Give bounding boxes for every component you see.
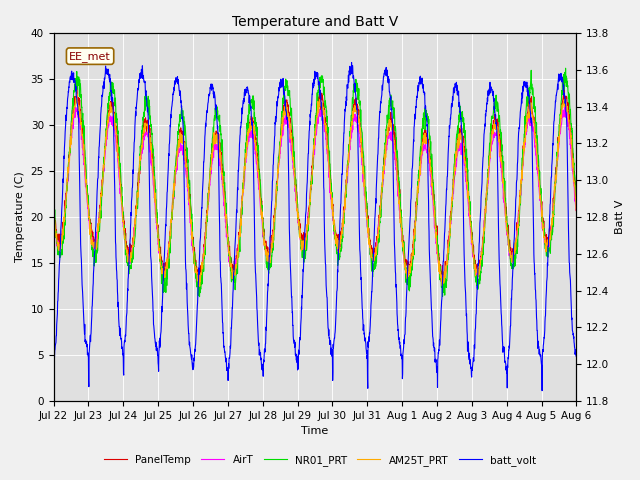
NR01_PRT (467, 224, 474, 229)
NR01_PRT (330, 218, 338, 224)
Y-axis label: Temperature (C): Temperature (C) (15, 171, 25, 262)
AirT (341, 194, 349, 200)
NR01_PRT (562, 65, 570, 71)
PanelTemp (195, 280, 203, 286)
AirT (467, 229, 474, 235)
Y-axis label: Batt V: Batt V (615, 200, 625, 234)
Line: batt_volt: batt_volt (54, 62, 576, 391)
PanelTemp (572, 203, 580, 208)
PanelTemp (342, 189, 349, 195)
NR01_PRT (526, 83, 534, 89)
PanelTemp (541, 231, 549, 237)
batt_volt (330, 341, 337, 347)
AM25T_PRT (541, 240, 549, 245)
AirT (561, 104, 569, 109)
PanelTemp (196, 271, 204, 277)
AM25T_PRT (342, 188, 349, 194)
PanelTemp (50, 197, 58, 203)
batt_volt (195, 258, 203, 264)
PanelTemp (467, 218, 475, 224)
AirT (330, 224, 338, 229)
NR01_PRT (341, 201, 349, 206)
Title: Temperature and Batt V: Temperature and Batt V (232, 15, 398, 29)
Line: AM25T_PRT: AM25T_PRT (54, 94, 576, 287)
batt_volt (467, 365, 474, 371)
NR01_PRT (196, 294, 204, 300)
batt_volt (348, 60, 355, 65)
AM25T_PRT (50, 207, 58, 213)
PanelTemp (330, 225, 338, 231)
batt_volt (526, 108, 534, 114)
batt_volt (341, 107, 349, 112)
AirT (541, 238, 548, 244)
batt_volt (538, 388, 546, 394)
NR01_PRT (195, 285, 203, 290)
AM25T_PRT (572, 208, 580, 214)
Line: PanelTemp: PanelTemp (54, 89, 576, 283)
AM25T_PRT (467, 224, 475, 230)
AirT (196, 277, 204, 283)
batt_volt (50, 363, 58, 369)
AirT (526, 117, 534, 123)
NR01_PRT (50, 205, 58, 211)
AM25T_PRT (73, 91, 81, 97)
Legend: PanelTemp, AirT, NR01_PRT, AM25T_PRT, batt_volt: PanelTemp, AirT, NR01_PRT, AM25T_PRT, ba… (100, 451, 540, 470)
AM25T_PRT (196, 276, 204, 282)
AirT (50, 211, 58, 216)
NR01_PRT (541, 240, 548, 246)
batt_volt (572, 353, 580, 359)
X-axis label: Time: Time (301, 426, 328, 436)
AirT (195, 282, 203, 288)
PanelTemp (73, 86, 81, 92)
AM25T_PRT (196, 284, 204, 289)
AM25T_PRT (527, 104, 534, 110)
NR01_PRT (572, 199, 580, 204)
Text: EE_met: EE_met (69, 51, 111, 61)
Line: NR01_PRT: NR01_PRT (54, 68, 576, 297)
AM25T_PRT (330, 217, 338, 223)
PanelTemp (527, 96, 534, 101)
Line: AirT: AirT (54, 107, 576, 285)
batt_volt (541, 318, 549, 324)
AirT (572, 206, 580, 212)
